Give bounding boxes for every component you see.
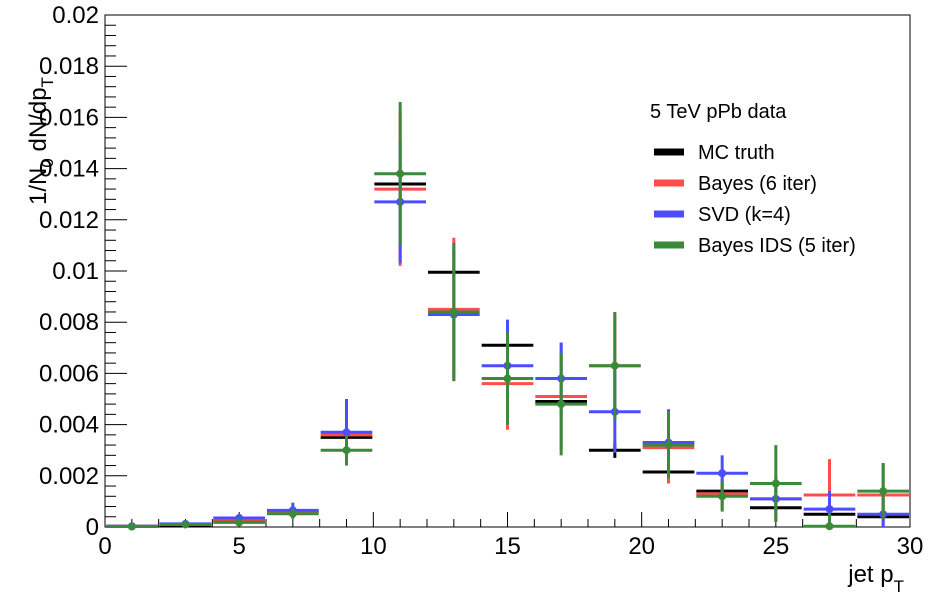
y-tick-label: 0.02 (52, 2, 99, 29)
y-tick-label: 0.002 (39, 463, 99, 490)
data-point (342, 446, 351, 455)
data-point (825, 505, 834, 514)
y-tick-label: 0.012 (39, 207, 99, 234)
y-tick-label: 0.014 (39, 156, 99, 183)
data-point (718, 469, 727, 478)
y-tick-label: 0.018 (39, 53, 99, 80)
legend-label: SVD (k=4) (698, 204, 791, 226)
data-point (235, 518, 244, 527)
data-point (181, 520, 190, 529)
legend-label: Bayes (6 iter) (698, 173, 817, 195)
y-tick-label: 0.016 (39, 104, 99, 131)
y-axis-label: 1/N0 dN/dpT (25, 77, 57, 205)
y-tick-label: 0.01 (52, 258, 99, 285)
legend-label: Bayes IDS (5 iter) (698, 235, 856, 257)
legend: 5 TeV pPb data MC truth Bayes (6 iter) SVD… (650, 101, 856, 257)
legend-header: 5 TeV pPb data (650, 101, 787, 123)
plot-frame (104, 14, 911, 528)
axis-ticks-layer: 0 5 10 15 20 25 30 0 0.002 0.004 0.006 0.008 0.01 0.0… (39, 2, 923, 560)
series-layer (106, 102, 909, 531)
legend-items: MC truth Bayes (6 iter) SVD (k=4) Bayes IDS… (654, 142, 856, 257)
y-tick-label: 0.004 (39, 412, 99, 439)
legend-item: Bayes (6 iter) (654, 173, 817, 195)
data-point (127, 522, 136, 531)
x-tick-label: 5 (232, 533, 245, 560)
data-point (825, 522, 834, 531)
x-tick-label: 25 (762, 533, 789, 560)
data-point (664, 441, 673, 450)
data-point (610, 361, 619, 370)
series-3 (106, 102, 909, 531)
data-point (879, 487, 888, 496)
data-point (718, 492, 727, 501)
legend-item: MC truth (654, 142, 775, 164)
data-point (288, 509, 297, 518)
x-tick-label: 30 (897, 533, 924, 560)
x-axis-label: jet pT (847, 561, 904, 596)
legend-label: MC truth (698, 142, 775, 164)
legend-item: Bayes IDS (5 iter) (654, 235, 856, 257)
data-point (503, 374, 512, 383)
y-tick-label: 0.006 (39, 360, 99, 387)
x-tick-label: 20 (628, 533, 655, 560)
y-tick-label: 0 (86, 514, 99, 541)
data-point (342, 428, 351, 437)
x-tick-label: 15 (494, 533, 521, 560)
plot-frame-layer (104, 14, 911, 528)
data-point (771, 479, 780, 488)
data-point (449, 307, 458, 316)
x-tick-label: 10 (360, 533, 387, 560)
data-point (396, 169, 405, 178)
data-point (557, 400, 566, 409)
x-tick-label: 0 (98, 533, 111, 560)
legend-item: SVD (k=4) (654, 204, 791, 226)
y-tick-label: 0.008 (39, 309, 99, 336)
